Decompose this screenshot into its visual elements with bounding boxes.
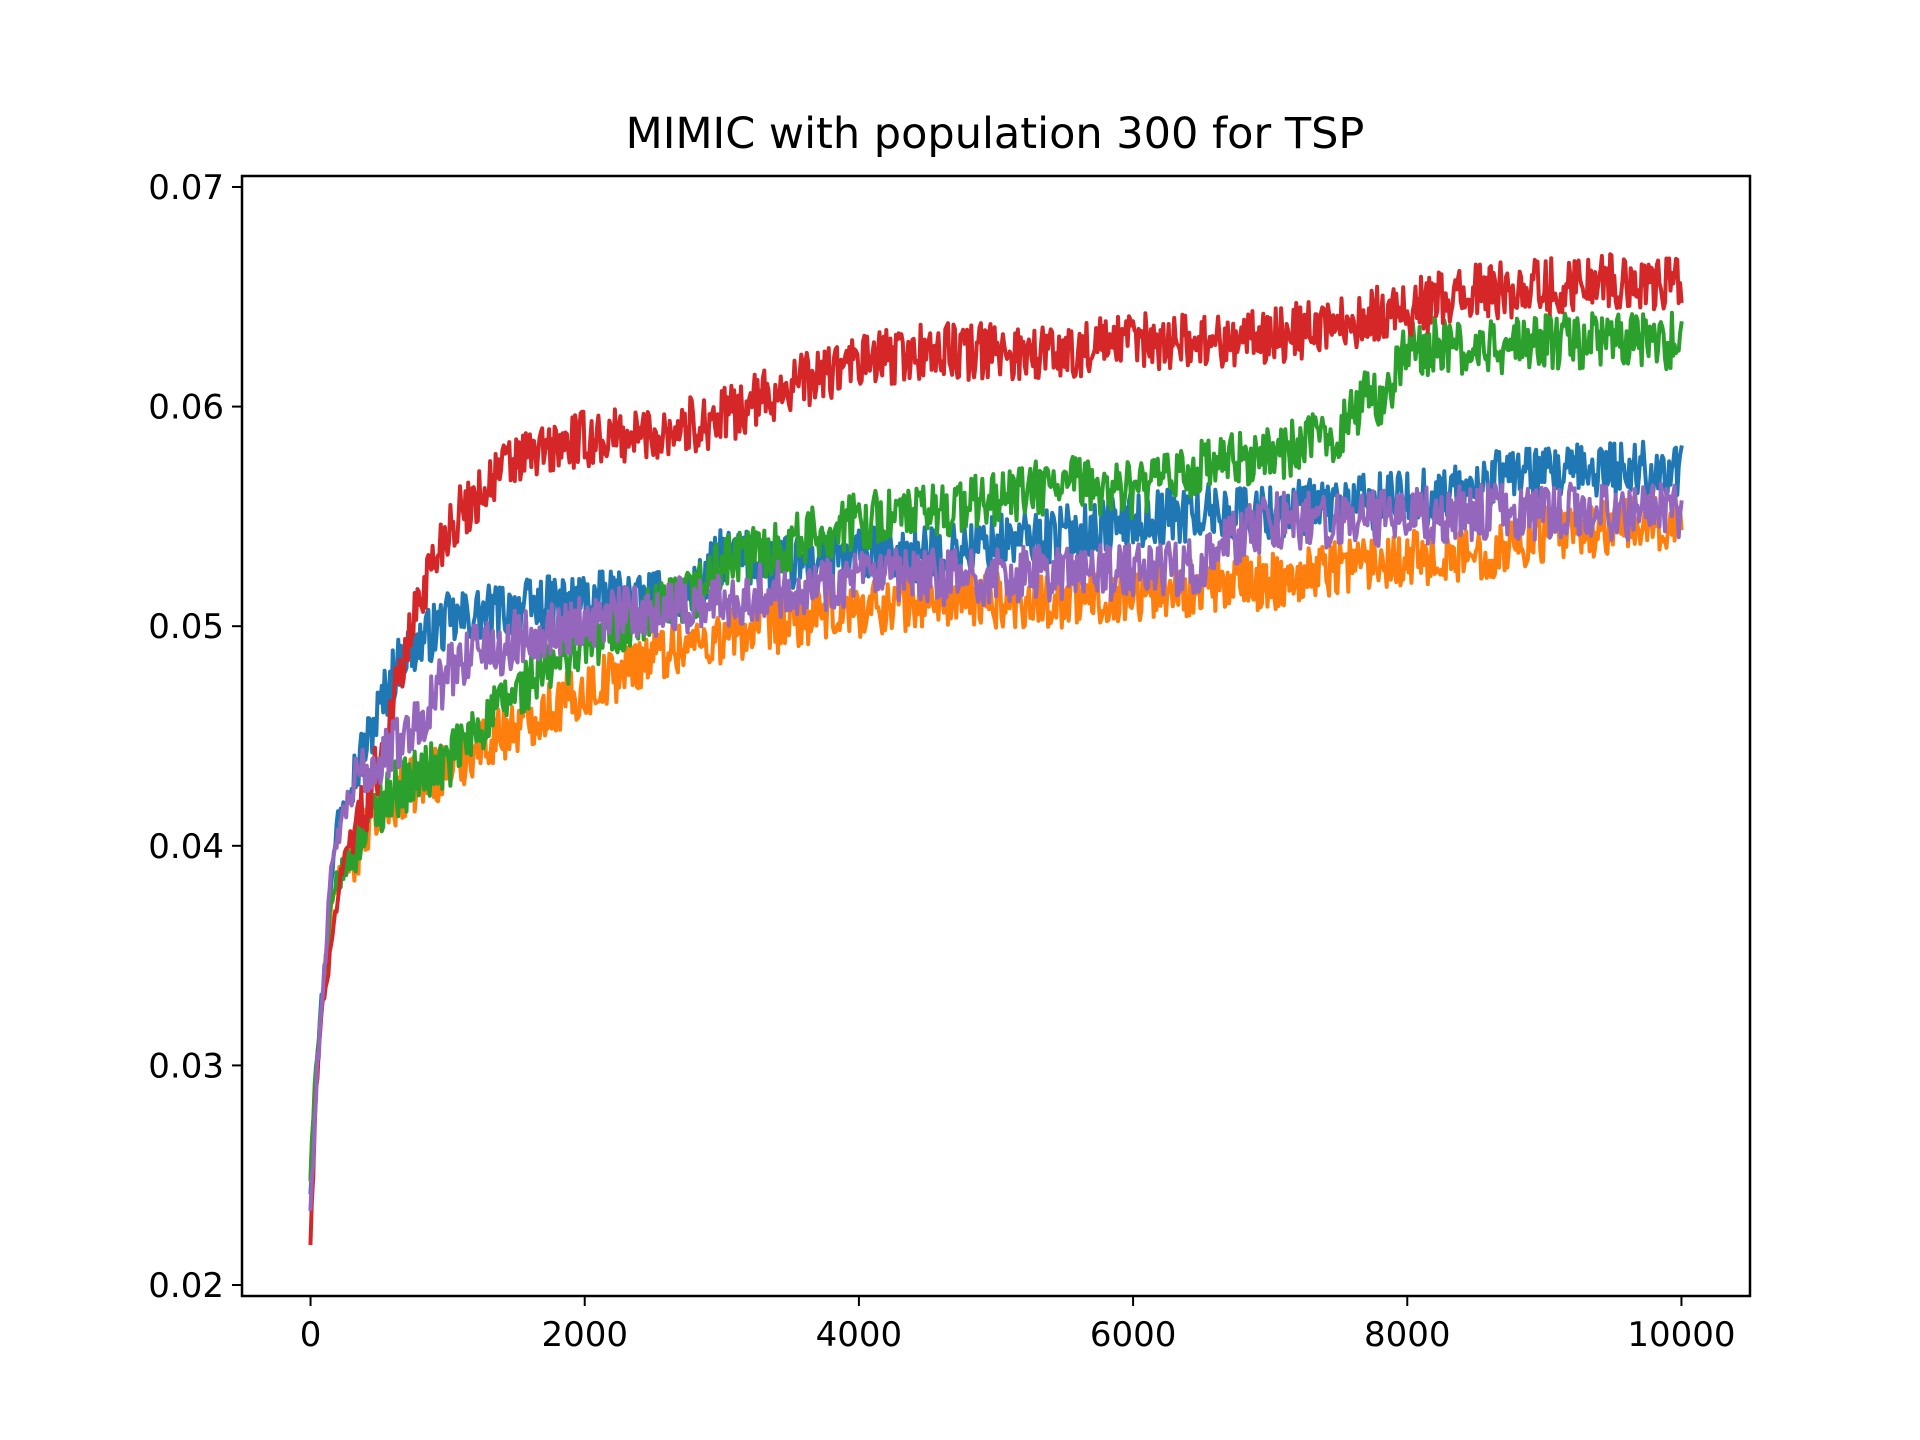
x-tick-label: 8000 [1364,1315,1451,1355]
x-tick-label: 2000 [541,1315,628,1355]
series-line-4 [308,252,1684,1246]
x-tick-label: 10000 [1627,1315,1735,1355]
axis-layer: 0 2000 4000 6000 8000 10000 0.02 0.03 0.04 0.05 0.… [148,168,1752,1355]
series-line-5 [308,481,1684,1211]
y-tick-label: 0.02 [148,1266,224,1306]
y-tick-label: 0.06 [148,388,224,428]
y-tick-label: 0.07 [148,168,224,208]
x-tick-label: 6000 [1090,1315,1177,1355]
x-tick-label: 4000 [816,1315,903,1355]
y-tick-label: 0.05 [148,607,224,647]
series-layer [308,252,1684,1246]
y-tick-label: 0.04 [148,827,224,867]
plot-frame [240,174,1752,1298]
chart-title: MIMIC with population 300 for TSP [626,109,1365,159]
series-line-2 [308,494,1684,1182]
x-tick-label: 0 [300,1315,322,1355]
y-tick-label: 0.03 [148,1046,224,1086]
